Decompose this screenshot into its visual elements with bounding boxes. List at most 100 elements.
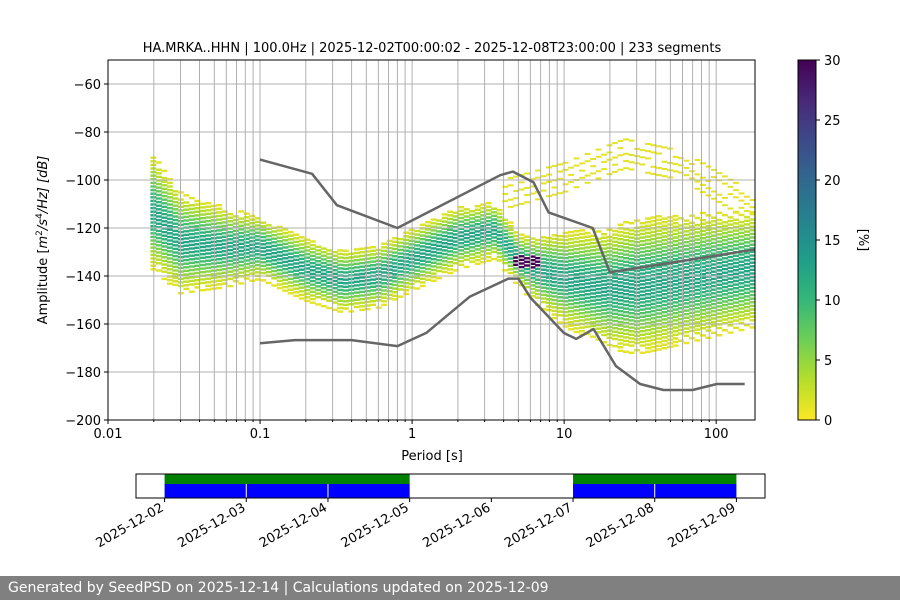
heatmap-cell <box>502 269 509 272</box>
heatmap-cell <box>749 213 755 216</box>
footer-text: Generated by SeedPSD on 2025-12-14 | Cal… <box>8 580 549 596</box>
heatmap-cell <box>304 270 311 274</box>
heatmap-cell <box>359 261 366 265</box>
heatmap-cell <box>579 304 585 308</box>
heatmap-cell <box>551 302 558 305</box>
heatmap-cell <box>172 254 179 258</box>
heatmap-cell <box>370 260 377 263</box>
heatmap-cell <box>469 213 476 217</box>
heatmap-cell <box>166 188 173 192</box>
heatmap-cell <box>694 317 701 320</box>
heatmap-cell <box>161 252 168 255</box>
heatmap-cell <box>518 269 525 272</box>
heatmap-cell <box>161 176 168 180</box>
heatmap-cell <box>370 296 377 299</box>
heatmap-cell <box>392 240 399 243</box>
heatmap-cell <box>326 256 333 259</box>
heatmap-cell <box>683 219 690 222</box>
heatmap-cell <box>722 239 728 242</box>
heatmap-cell <box>304 238 311 241</box>
heatmap-cell <box>430 268 437 272</box>
heatmap-cell <box>166 278 173 282</box>
heatmap-cell <box>221 271 228 274</box>
heatmap-cell <box>557 270 563 274</box>
heatmap-cell <box>249 258 256 261</box>
heatmap-cell <box>645 157 651 160</box>
heatmap-cell <box>722 221 728 224</box>
heatmap-cell <box>155 254 162 258</box>
heatmap-cell <box>265 260 272 263</box>
heatmap-cell <box>562 231 569 235</box>
heatmap-cell <box>590 256 596 259</box>
heatmap-cell <box>716 226 723 229</box>
heatmap-cell <box>221 250 228 253</box>
heatmap-cell <box>573 258 580 262</box>
heatmap-cell <box>381 264 388 267</box>
heatmap-cell <box>700 312 706 315</box>
heatmap-cell <box>645 343 651 346</box>
heatmap-cell <box>359 283 366 286</box>
heatmap-cell <box>403 285 410 288</box>
heatmap-cell <box>447 243 454 246</box>
heatmap-cell <box>463 247 470 251</box>
heatmap-cell <box>700 219 706 222</box>
heatmap-cell <box>243 237 250 241</box>
heatmap-cell <box>628 304 635 308</box>
heatmap-cell <box>722 318 728 321</box>
heatmap-cell <box>166 242 173 246</box>
heatmap-cell <box>590 303 596 306</box>
heatmap-cell <box>678 285 684 288</box>
heatmap-cell <box>738 303 745 307</box>
heatmap-cell <box>524 246 530 249</box>
heatmap-cell <box>584 289 591 292</box>
heatmap-cell <box>716 218 723 222</box>
heatmap-cell <box>705 311 712 314</box>
heatmap-cell <box>612 142 618 145</box>
heatmap-cell <box>612 240 618 243</box>
heatmap-cell <box>678 296 684 299</box>
heatmap-cell <box>738 242 745 245</box>
heatmap-cell <box>722 246 728 249</box>
heatmap-cell <box>694 270 701 274</box>
heatmap-cell <box>249 236 256 239</box>
heatmap-cell <box>623 260 629 263</box>
heatmap-cell <box>188 214 195 218</box>
colorbar-tick-label: 0 <box>824 414 832 429</box>
heatmap-cell <box>326 285 333 288</box>
heatmap-cell <box>282 271 289 274</box>
heatmap-cell <box>320 258 327 261</box>
heatmap-cell <box>535 264 541 267</box>
heatmap-cell <box>188 268 195 272</box>
heatmap-cell <box>172 262 179 265</box>
heatmap-cell <box>639 330 646 333</box>
x-tick-label: 0.01 <box>94 427 123 442</box>
heatmap-cell <box>161 277 168 281</box>
heatmap-cell <box>249 247 256 250</box>
heatmap-cell <box>601 326 607 329</box>
heatmap-cell <box>722 197 728 199</box>
heatmap-cell <box>337 252 344 256</box>
heatmap-cell <box>529 255 536 258</box>
heatmap-cell <box>733 272 739 275</box>
heatmap-column <box>656 215 662 351</box>
heatmap-cell <box>265 249 272 252</box>
heatmap-cell <box>441 224 448 227</box>
heatmap-cell <box>199 206 206 209</box>
heatmap-cell <box>689 318 695 322</box>
heatmap-cell <box>727 245 734 248</box>
heatmap-cell <box>661 303 668 307</box>
heatmap-cell <box>216 236 223 239</box>
heatmap-cell <box>705 235 712 239</box>
heatmap-cell <box>716 247 723 250</box>
heatmap-cell <box>518 273 525 276</box>
heatmap-cell <box>727 237 734 241</box>
heatmap-cell <box>595 280 602 284</box>
heatmap-cell <box>562 256 569 260</box>
heatmap-column <box>623 221 629 353</box>
heatmap-cell <box>727 306 734 309</box>
heatmap-cell <box>359 269 366 272</box>
heatmap-cell <box>656 152 662 155</box>
heatmap-cell <box>705 165 712 168</box>
heatmap-cell <box>326 296 333 299</box>
heatmap-cell <box>529 259 536 262</box>
